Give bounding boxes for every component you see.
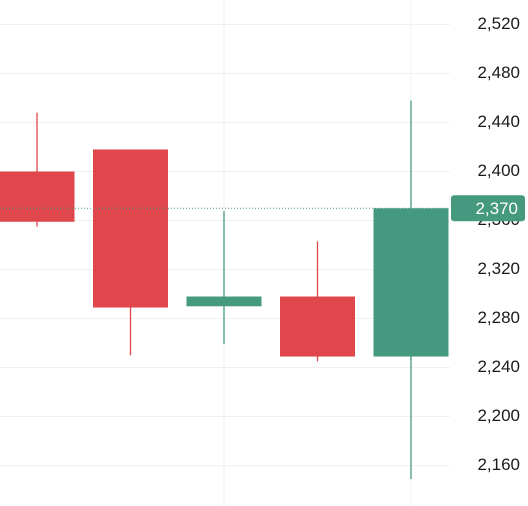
y-tick-label: 2,440	[477, 112, 520, 131]
y-tick-label: 2,520	[477, 14, 520, 33]
y-tick-label: 2,400	[477, 161, 520, 180]
candle-body	[373, 208, 449, 357]
last-price-tag	[451, 195, 525, 222]
y-tick-label: 2,240	[477, 357, 520, 376]
candle-body	[0, 171, 75, 222]
y-tick-label: 2,280	[477, 308, 520, 327]
candle-body	[280, 296, 355, 357]
last-price-label: 2,370	[475, 199, 518, 218]
y-tick-label: 2,200	[477, 406, 520, 425]
candle-body	[93, 149, 168, 308]
y-tick-label: 2,480	[477, 63, 520, 82]
y-tick-label: 2,160	[477, 455, 520, 474]
candle-body	[186, 296, 262, 307]
y-tick-label: 2,320	[477, 259, 520, 278]
